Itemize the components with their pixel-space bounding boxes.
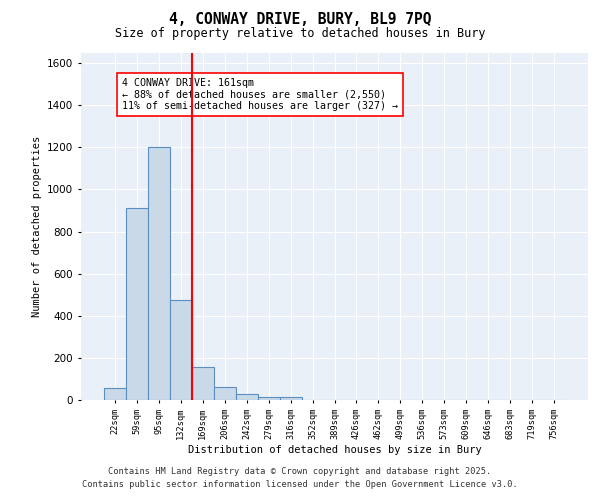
Y-axis label: Number of detached properties: Number of detached properties: [32, 136, 41, 317]
Text: 4 CONWAY DRIVE: 161sqm
← 88% of detached houses are smaller (2,550)
11% of semi-: 4 CONWAY DRIVE: 161sqm ← 88% of detached…: [122, 78, 398, 111]
Bar: [170, 300, 192, 400]
Bar: [257, 397, 280, 400]
Text: Size of property relative to detached houses in Bury: Size of property relative to detached ho…: [115, 28, 485, 40]
Bar: [104, 388, 126, 400]
Bar: [236, 394, 257, 400]
Text: 4, CONWAY DRIVE, BURY, BL9 7PQ: 4, CONWAY DRIVE, BURY, BL9 7PQ: [169, 12, 431, 28]
Text: Contains public sector information licensed under the Open Government Licence v3: Contains public sector information licen…: [82, 480, 518, 489]
Bar: [192, 368, 214, 400]
Bar: [280, 397, 302, 400]
Bar: [126, 208, 148, 400]
Bar: [148, 148, 170, 400]
X-axis label: Distribution of detached houses by size in Bury: Distribution of detached houses by size …: [188, 444, 481, 454]
Text: Contains HM Land Registry data © Crown copyright and database right 2025.: Contains HM Land Registry data © Crown c…: [109, 467, 491, 476]
Bar: [214, 388, 236, 400]
